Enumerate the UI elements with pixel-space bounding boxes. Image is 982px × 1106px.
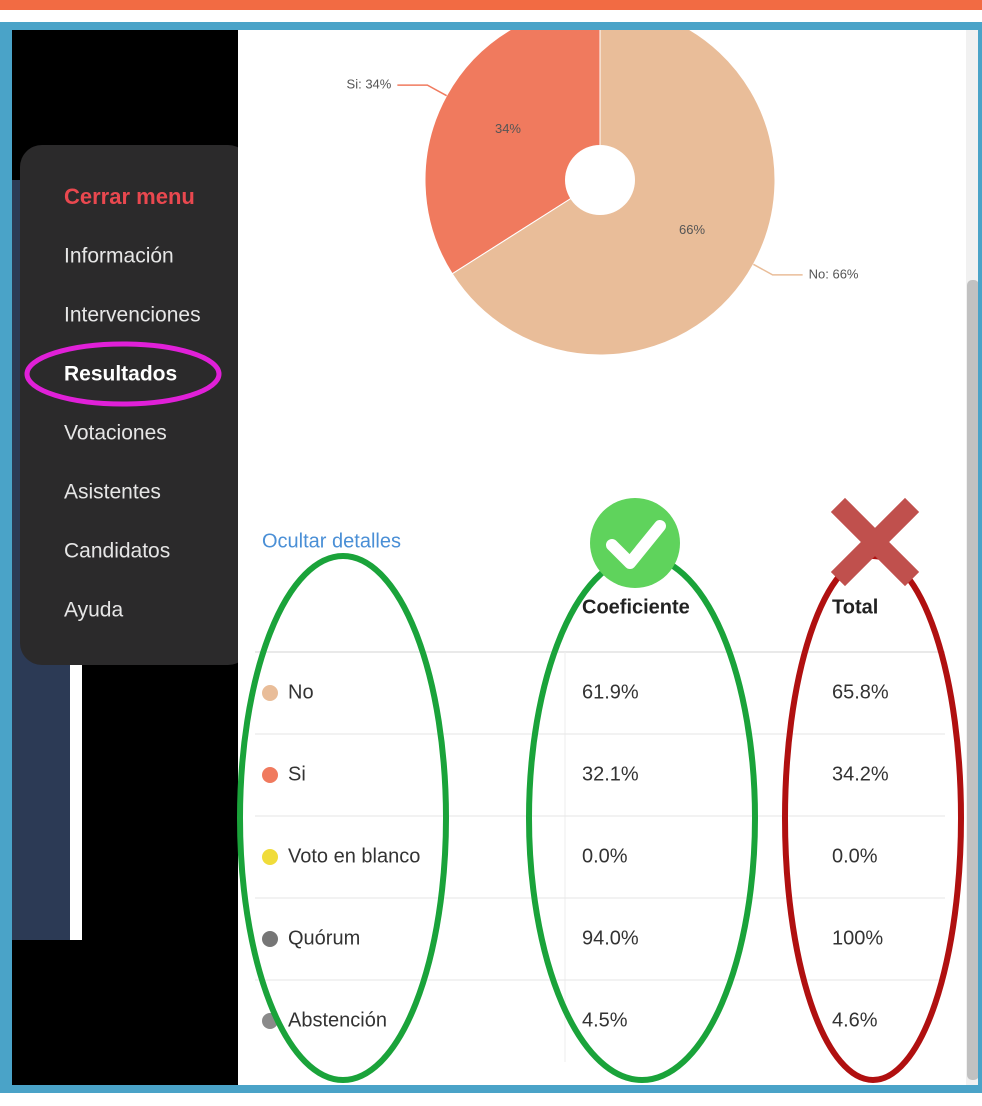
menu-close[interactable]: Cerrar menu <box>64 184 195 209</box>
row-label: Quórum <box>288 927 360 949</box>
frame-left <box>0 22 12 1093</box>
legend-dot <box>262 767 278 783</box>
frame-bottom <box>0 1085 982 1093</box>
frame-right <box>978 22 982 1093</box>
legend-dot <box>262 849 278 865</box>
menu-item[interactable]: Información <box>64 245 174 268</box>
check-icon <box>590 498 680 588</box>
details-link[interactable]: Ocultar detalles <box>262 530 401 552</box>
slice-label: 34% <box>495 121 521 136</box>
cell-value: 100% <box>832 927 883 949</box>
cell-value: 4.6% <box>832 1009 878 1031</box>
cell-value: 34.2% <box>832 763 889 785</box>
menu-item[interactable]: Ayuda <box>64 599 123 622</box>
cell-value: 61.9% <box>582 681 639 703</box>
legend-dot <box>262 685 278 701</box>
screenshot: 34% Si: 34% 66% No: 66% Cerrar menu Informac… <box>0 0 982 1106</box>
row-label: Si <box>288 763 306 785</box>
page: {"menu": {"close": "Cerrar menu", "items… <box>0 0 982 1106</box>
menu-item[interactable]: Resultados <box>64 363 177 386</box>
row-label: Abstención <box>288 1009 387 1031</box>
scrollbar-thumb[interactable] <box>967 280 979 1080</box>
pie-hole <box>565 145 635 215</box>
menu-item[interactable]: Votaciones <box>64 422 167 445</box>
column-header: Coeficiente <box>582 596 690 618</box>
menu-item[interactable]: Intervenciones <box>64 304 201 327</box>
cell-value: 32.1% <box>582 763 639 785</box>
row-label: Voto en blanco <box>288 845 420 867</box>
menu-item[interactable]: Asistentes <box>64 481 161 504</box>
legend-dot <box>262 931 278 947</box>
cell-value: 4.5% <box>582 1009 628 1031</box>
slice-label: 66% <box>679 222 705 237</box>
cell-value: 0.0% <box>832 845 878 867</box>
cell-value: 0.0% <box>582 845 628 867</box>
menu-item[interactable]: Candidatos <box>64 540 170 563</box>
outer-label: Si: 34% <box>347 77 392 92</box>
column-header: Total <box>832 596 878 618</box>
cell-value: 65.8% <box>832 681 889 703</box>
cell-value: 94.0% <box>582 927 639 949</box>
top-bar <box>0 0 982 10</box>
frame-top <box>0 22 982 30</box>
outer-label: No: 66% <box>809 266 859 281</box>
row-label: No <box>288 681 314 703</box>
